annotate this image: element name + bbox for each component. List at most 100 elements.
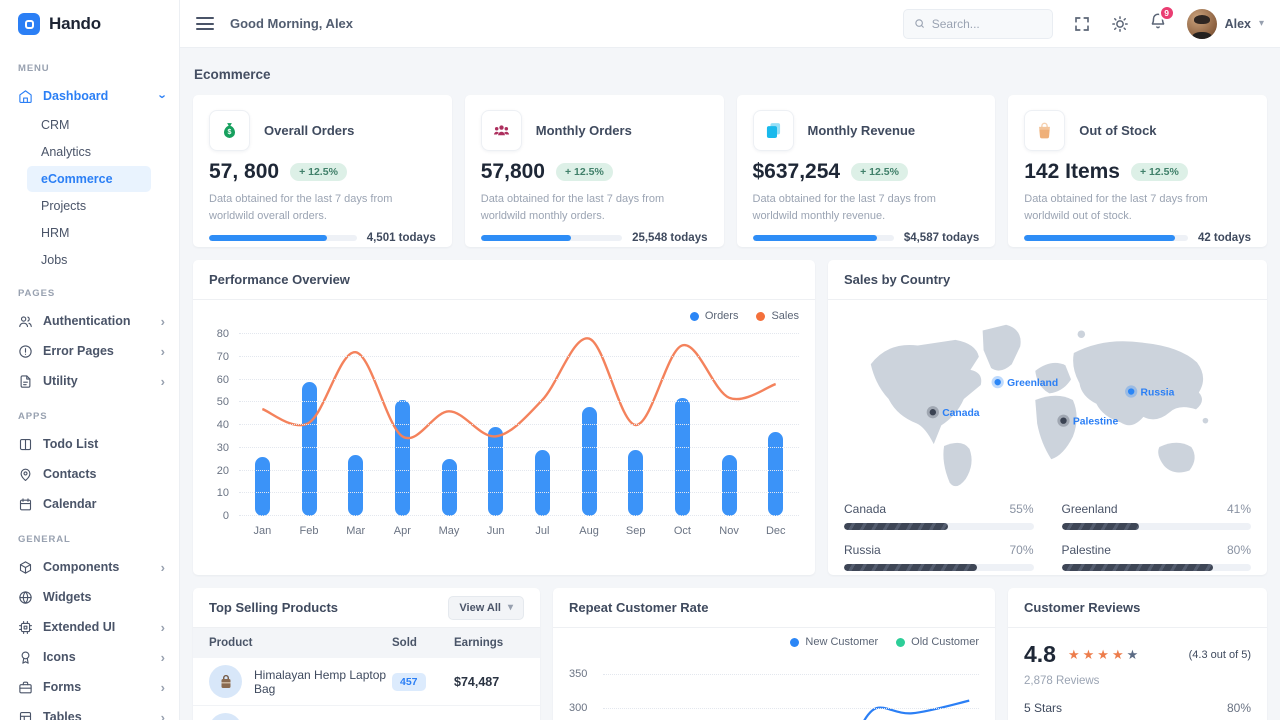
column-product: Product: [209, 637, 253, 649]
sidebar-item-jobs[interactable]: Jobs: [41, 253, 68, 267]
widgets-icon: [18, 590, 33, 605]
product-earnings: $74,487: [454, 674, 500, 689]
legend-label: Orders: [704, 310, 739, 322]
sidebar-item-dashboard[interactable]: Dashboard ›: [0, 81, 179, 111]
x-tick-label: Apr: [393, 525, 411, 537]
country-stat-palestine: Palestine 80%: [1061, 543, 1251, 571]
x-tick-label: Nov: [719, 525, 739, 537]
sidebar-item-projects[interactable]: Projects: [41, 199, 87, 213]
bar-jan[interactable]: [254, 456, 270, 516]
home-icon: [18, 89, 33, 104]
revenue-icon: [752, 110, 794, 151]
view-all-dropdown[interactable]: View All ▾: [448, 595, 524, 620]
legend-item-new-customer[interactable]: New Customer: [790, 636, 878, 648]
customers-icon: [480, 110, 522, 151]
sidebar-item-tables[interactable]: Tables ›: [0, 702, 179, 720]
sidebar-item-label: Calendar: [43, 497, 97, 511]
sidebar-item-ecommerce[interactable]: eCommerce: [27, 166, 151, 192]
user-menu[interactable]: Alex ▾: [1186, 8, 1264, 39]
file-icon: [18, 374, 33, 389]
stat-card-value: $637,254: [752, 160, 841, 183]
star-row-label: 5 Stars: [1024, 701, 1063, 715]
sidebar-item-error-pages[interactable]: Error Pages ›: [0, 336, 179, 366]
bar-cell-jan: [239, 334, 286, 516]
star-row-percent: 80%: [1226, 701, 1251, 715]
table-row-himalayan-hemp-laptop-bag[interactable]: Himalayan Hemp Laptop Bag 457 $74,487: [193, 658, 540, 705]
legend-item-orders[interactable]: Orders: [689, 310, 739, 322]
notifications-button[interactable]: 9: [1149, 5, 1175, 35]
map-marker-greenland[interactable]: Greenland: [991, 376, 1059, 389]
stat-card-progress-label: $4,587 todays: [903, 232, 980, 244]
legend-dot-sales: [756, 311, 766, 321]
map-marker-canada[interactable]: Canada: [926, 406, 980, 419]
tables-icon: [18, 710, 33, 720]
sidebar-item-contacts[interactable]: Contacts: [0, 459, 179, 489]
stat-card-value: 57,800: [480, 160, 545, 183]
bar-sep[interactable]: [628, 450, 644, 516]
brand-logo[interactable]: Hando: [0, 0, 179, 48]
x-tick-label: Oct: [673, 525, 691, 537]
new-customer-line-series[interactable]: [569, 660, 979, 720]
fullscreen-icon[interactable]: [1073, 15, 1091, 33]
panel-title: Performance Overview: [209, 272, 350, 287]
svg-text:Russia: Russia: [1141, 387, 1175, 398]
bar-dec[interactable]: [768, 431, 784, 516]
sidebar-item-components[interactable]: Components ›: [0, 552, 179, 582]
sidebar-item-forms[interactable]: Forms ›: [0, 672, 179, 702]
sidebar-item-utility[interactable]: Utility ›: [0, 366, 179, 396]
stat-card-progress: [209, 235, 357, 241]
x-tick-label: Aug: [579, 525, 599, 537]
chevron-right-icon: ›: [160, 313, 165, 329]
sidebar-item-label: Todo List: [43, 437, 99, 451]
x-tick-label: Dec: [765, 525, 786, 537]
sales-line-series[interactable]: [239, 334, 799, 516]
bar-apr[interactable]: [394, 399, 410, 516]
bar-cell-may: [426, 334, 473, 516]
bar-cell-sep: [612, 334, 659, 516]
legend-label: Old Customer: [911, 636, 979, 648]
stat-card-monthly-revenue: Monthly Revenue $637,254 + 12.5% Data obtai…: [736, 95, 996, 247]
y-tick-label: 30: [216, 441, 229, 454]
chart-legend: New Customer Old Customer: [569, 636, 979, 648]
sidebar-item-widgets[interactable]: Widgets: [0, 582, 179, 612]
table-row-classic-apple-watch[interactable]: Classic Apple Watch352$50,560: [193, 705, 540, 720]
sidebar-item-calendar[interactable]: Calendar: [0, 489, 179, 519]
sidebar-section-label-general: GENERAL: [18, 534, 71, 545]
sidebar-item-todo-list[interactable]: Todo List: [0, 429, 179, 459]
bar-aug[interactable]: [581, 406, 597, 516]
sidebar-item-extended-ui[interactable]: Extended UI ›: [0, 612, 179, 642]
bar-jun[interactable]: [488, 427, 504, 516]
country-percent: 70%: [1009, 543, 1034, 557]
map-marker-russia[interactable]: Russia: [1125, 385, 1175, 398]
stat-card-title: Monthly Revenue: [807, 123, 916, 138]
map-marker-palestine[interactable]: Palestine: [1057, 414, 1118, 428]
chevron-down-icon: ▾: [1258, 18, 1264, 29]
stat-card-change-badge: + 12.5%: [555, 163, 613, 181]
stat-cards-row: $ Overall Orders 57, 800 + 12.5% Data obtain…: [193, 95, 1267, 247]
country-percent: 41%: [1226, 502, 1251, 516]
legend-item-old-customer[interactable]: Old Customer: [896, 636, 979, 648]
sidebar-item-hrm[interactable]: HRM: [41, 226, 70, 240]
bar-jul[interactable]: [534, 450, 550, 516]
bar-oct[interactable]: [674, 397, 690, 516]
country-percent: 80%: [1226, 543, 1251, 557]
search-input[interactable]: [931, 16, 1042, 31]
sidebar-section-label-pages: PAGES: [18, 288, 56, 299]
light-mode-icon[interactable]: [1111, 15, 1129, 33]
x-tick-label: Sep: [625, 525, 646, 537]
legend-item-sales[interactable]: Sales: [756, 310, 799, 322]
x-tick-label: Feb: [299, 525, 319, 537]
bar-may[interactable]: [441, 459, 457, 516]
sidebar-item-icons[interactable]: Icons ›: [0, 642, 179, 672]
stat-card-monthly-orders: Monthly Orders 57,800 + 12.5% Data obtained…: [464, 95, 724, 247]
menu-toggle-icon[interactable]: [196, 14, 214, 34]
sidebar-item-analytics[interactable]: Analytics: [41, 145, 92, 159]
world-map[interactable]: Canada Greenland Russia Palestine: [838, 306, 1257, 494]
stat-card-progress-label: 4,501 todays: [366, 232, 436, 244]
country-stat-russia: Russia 70%: [844, 543, 1034, 571]
star-filled-icon: ★: [1097, 646, 1112, 662]
sidebar-item-authentication[interactable]: Authentication ›: [0, 306, 179, 336]
bar-feb[interactable]: [301, 381, 317, 516]
sidebar-item-crm[interactable]: CRM: [41, 118, 70, 132]
y-tick-label: 0: [222, 510, 229, 522]
